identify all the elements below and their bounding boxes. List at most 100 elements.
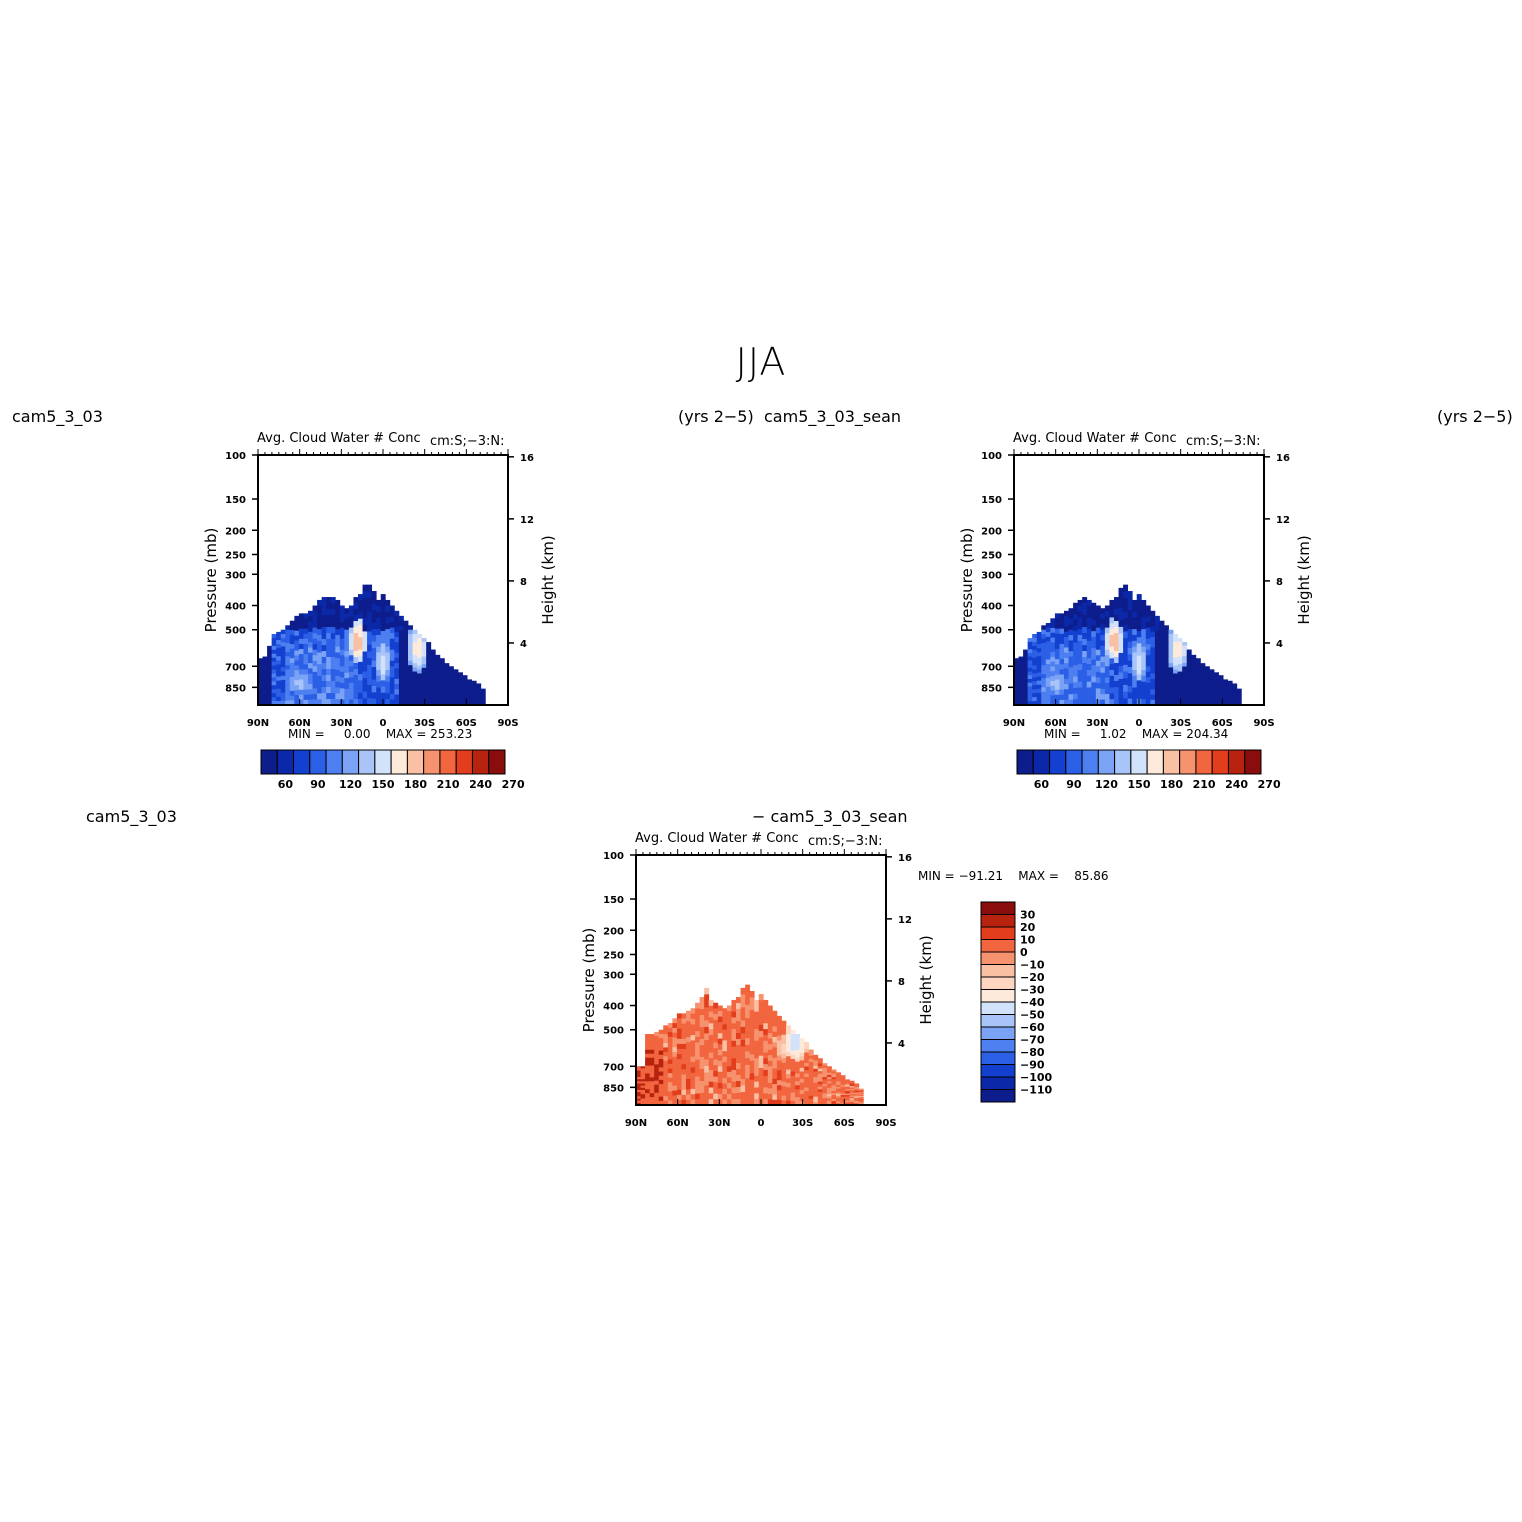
heatmap-cell (471, 692, 477, 695)
heatmap-cell (699, 1003, 705, 1010)
heatmap-cell (1086, 617, 1092, 624)
heatmap-cell (1032, 657, 1038, 663)
heatmap-cell (362, 598, 368, 606)
heatmap-cell (394, 642, 400, 648)
heatmap-cell (271, 673, 277, 678)
heatmap-cell (362, 651, 368, 659)
heatmap-cell (448, 689, 454, 693)
heatmap-cell (1209, 669, 1215, 672)
heatmap-cell (398, 690, 404, 696)
heatmap-cell (831, 1099, 837, 1102)
heatmap-cell (285, 643, 291, 648)
heatmap-cell (280, 692, 286, 698)
heatmap-cell (1041, 643, 1047, 648)
y-tick-label: 300 (981, 570, 1002, 581)
heatmap-cell (408, 643, 413, 648)
heatmap-cell (367, 618, 373, 626)
heatmap-cell (330, 663, 336, 670)
heatmap-cell (754, 1017, 760, 1024)
heatmap-cell (849, 1092, 855, 1095)
heatmap-cell (344, 661, 350, 668)
heatmap-cell (1214, 674, 1219, 677)
heatmap-cell (394, 673, 400, 680)
heatmap-cell (681, 1013, 687, 1019)
heatmap-cell (813, 1088, 819, 1092)
heatmap-cell (303, 638, 309, 645)
heatmap-cell (1141, 687, 1147, 694)
heatmap-cell (1045, 632, 1051, 638)
heatmap-cell (845, 1079, 851, 1082)
heatmap-cell (1104, 627, 1110, 634)
heatmap-cell (681, 1023, 687, 1030)
heatmap-cell (1159, 700, 1165, 706)
heatmap-cell (1127, 679, 1133, 687)
heatmap-cell (808, 1074, 814, 1078)
heatmap-cell (362, 604, 368, 612)
heatmap-cell (403, 695, 409, 701)
heatmap-cell (421, 645, 427, 650)
heatmap-cell (1050, 661, 1056, 667)
heatmap-cell (799, 1056, 805, 1061)
heatmap-cell (1023, 664, 1029, 669)
heatmap-cell (763, 1099, 769, 1106)
heatmap-cell (398, 665, 404, 671)
heatmap-cell (822, 1088, 828, 1092)
heatmap-cell (1036, 692, 1042, 698)
heatmap-cell (326, 693, 332, 700)
heatmap-cell (854, 1085, 860, 1088)
heatmap-cell (808, 1049, 814, 1054)
heatmap-cell (1027, 678, 1033, 684)
heatmap-cell (1232, 695, 1238, 698)
heatmap-cell (462, 695, 468, 698)
heatmap-cell (1023, 686, 1029, 690)
heatmap-cell (408, 638, 413, 644)
heatmap-cell (1114, 693, 1119, 700)
heatmap-cell (344, 613, 350, 620)
heatmap-cell (1109, 634, 1115, 642)
heatmap-cell (658, 1038, 664, 1043)
heatmap-cell (398, 625, 404, 632)
heatmap-cell (276, 668, 282, 673)
colorbar-swatch (980, 901, 1016, 915)
heatmap-cell (699, 1033, 705, 1040)
heatmap-cell (1154, 690, 1160, 696)
heatmap-cell (439, 692, 445, 696)
heatmap-cell (412, 671, 418, 677)
heatmap-cell (348, 655, 354, 662)
heatmap-cell (749, 1092, 755, 1100)
heatmap-cell (1118, 626, 1124, 634)
heatmap-cell (1109, 652, 1115, 659)
heatmap-cell (1068, 699, 1074, 706)
heatmap-cell (1173, 693, 1179, 698)
heatmap-cell (462, 675, 468, 678)
heatmap-cell (858, 1100, 864, 1102)
heatmap-cell (695, 1093, 701, 1100)
heatmap-cell (380, 594, 386, 601)
heatmap-cell (654, 1068, 660, 1073)
heatmap-cell (1064, 657, 1069, 664)
heatmap-cell (722, 1018, 728, 1025)
heatmap-cell (417, 701, 423, 706)
colorbar-swatch (260, 749, 278, 775)
heatmap-cell (458, 679, 463, 682)
heatmap-cell (1159, 620, 1165, 626)
heatmap-cell (1077, 617, 1083, 624)
heatmap-cell (690, 1083, 696, 1090)
heatmap-cell (722, 1029, 728, 1036)
heatmap-cell (317, 623, 323, 630)
heatmap-cell (435, 682, 441, 686)
heatmap-cell (1223, 700, 1229, 703)
heatmap-cell (1218, 688, 1224, 691)
heatmap-cell (1159, 639, 1165, 645)
heatmap-cell (1068, 640, 1074, 647)
heatmap-cell (1232, 693, 1238, 695)
heatmap-cell (476, 700, 482, 702)
heatmap-cell (1127, 667, 1133, 674)
heatmap-cell (681, 1018, 687, 1024)
heatmap-cell (1054, 638, 1060, 645)
y-tick-label: 700 (603, 1062, 624, 1073)
heatmap-cell (1168, 629, 1174, 635)
heatmap-cell (840, 1090, 846, 1093)
heatmap-cell (681, 1054, 687, 1060)
heatmap-cell (344, 629, 350, 636)
